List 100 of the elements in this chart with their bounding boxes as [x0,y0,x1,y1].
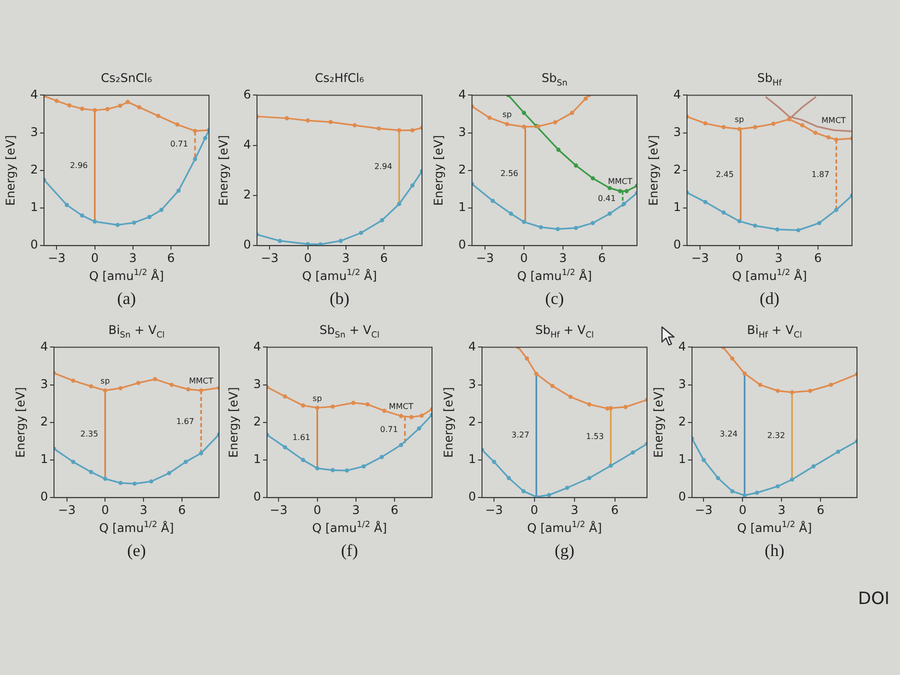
x-axis-title: Q [amu$^{1/2}$ Å] [732,267,807,283]
chart-title: Sb$_{Hf}$ + V$_{Cl}$ [535,323,594,340]
text: (h) [764,541,784,560]
y-tick-label: 0 [30,238,38,252]
text: (b) [330,289,350,308]
x-tick-label: 6 [814,250,822,265]
x-tick-label: −3 [476,250,494,265]
y-tick-label: 4 [40,339,48,354]
y-tick-label: 3 [673,124,681,139]
series-label: 2.45 [716,170,734,180]
y-tick-label: 4 [30,87,38,102]
text: (e) [127,541,146,560]
x-tick-label: 6 [178,502,186,517]
text: (a) [117,289,136,308]
annotation: sp [312,394,322,403]
x-tick-label: 3 [140,502,148,517]
x-tick-label: 0 [313,502,322,517]
x-tick-label: 0 [101,502,109,517]
series-label: 3.27 [512,430,530,440]
y-tick-label: 3 [253,376,261,391]
y-tick-label: 4 [468,339,476,354]
text: (d) [760,289,780,308]
x-tick-label: 0 [738,502,746,517]
x-axis-title: Q [amu$^{1/2}$ Å] [302,267,377,283]
chart-title: Sb$_{Sn}$ + V$_{Cl}$ [320,323,380,340]
x-axis-title: Q [amu$^{1/2}$ Å] [99,519,174,535]
x-tick-label: −3 [48,250,66,265]
x-tick-label: 3 [129,250,137,265]
x-axis-title: Q [amu$^{1/2}$ Å] [312,519,387,535]
y-tick-label: 1 [673,200,681,214]
x-tick-label: 0 [736,250,744,265]
y-axis-title: Energy [eV] [431,135,446,206]
x-tick-label: 3 [778,502,786,517]
y-tick-label: 0 [458,238,466,252]
x-tick-label: 0 [520,250,528,265]
y-tick-label: 1 [253,452,261,466]
chart-title: Bi$_{Sn}$ + V$_{Cl}$ [108,323,165,340]
y-tick-label: 0 [253,490,261,504]
annotation: MMCT [188,376,214,386]
series-label: 2.56 [500,169,518,178]
y-tick-label: 0 [40,490,48,504]
text: (c) [545,289,564,308]
x-tick-label: −3 [691,250,709,265]
y-tick-label: 3 [468,376,476,391]
series-label: 1.67 [176,416,194,426]
x-axis-title: Q [amu$^{1/2}$ Å] [89,267,164,283]
series-label: 0.41 [598,194,616,203]
x-tick-label: 3 [774,250,782,265]
y-tick-label: 4 [673,87,681,102]
y-tick-label: 0 [468,490,476,504]
x-tick-label: 6 [167,250,175,265]
text: (g) [554,541,574,560]
x-axis-title: Q [amu$^{1/2}$ Å] [517,267,592,283]
y-tick-label: 1 [40,452,48,466]
y-tick-label: 3 [40,376,48,391]
chart-title: Bi$_{Hf}$ + V$_{Cl}$ [747,323,802,340]
y-axis-title: Energy [eV] [441,387,456,458]
y-tick-label: 2 [243,188,251,202]
chart-title: Sb$_{Hf}$ [757,71,782,88]
annotation: sp [502,110,512,120]
x-tick-label: 6 [816,502,824,517]
chart-title: Cs₂SnCl₆ [100,71,152,85]
x-tick-label: 3 [570,502,578,517]
series-label: 2.35 [80,430,98,439]
series-label: 3.24 [720,430,738,439]
chart-title: Sb$_{Sn}$ [542,71,568,88]
y-tick-label: 1 [458,200,466,214]
y-tick-label: 6 [243,87,251,102]
series-label: 0.71 [380,424,398,434]
y-tick-label: 2 [673,162,681,177]
y-axis-title: Energy [eV] [3,135,18,206]
annotation: sp [100,376,110,386]
y-tick-label: 4 [678,339,686,354]
x-tick-label: 3 [342,250,350,265]
x-tick-label: 0 [304,250,312,265]
y-tick-label: 0 [243,238,251,252]
y-axis-title: Energy [eV] [216,135,230,206]
y-tick-label: 4 [253,339,261,354]
x-tick-label: 3 [559,250,567,265]
y-axis-title: Energy [eV] [646,135,660,206]
x-tick-label: −3 [694,502,713,517]
x-tick-label: 0 [90,250,99,265]
annotation: MMCT [608,177,632,186]
text: DOI [858,589,890,609]
annotation: MMCT [388,402,414,412]
annotation: sp [734,115,744,124]
y-tick-label: 1 [468,452,476,466]
text: (f) [341,541,358,560]
series-label: 2.96 [70,160,88,170]
x-tick-label: 0 [530,502,538,517]
x-tick-label: 3 [352,502,360,517]
y-tick-label: 2 [253,414,261,429]
x-tick-label: 6 [598,250,606,265]
series-label: 2.94 [374,162,392,172]
chart-title: Cs₂HfCl₆ [314,71,364,85]
y-tick-label: 3 [458,124,466,139]
y-tick-label: 2 [40,414,48,429]
y-tick-label: 4 [458,87,466,102]
series-label: 2.32 [767,431,786,440]
x-axis-title: Q [amu$^{1/2}$ Å] [737,519,812,535]
